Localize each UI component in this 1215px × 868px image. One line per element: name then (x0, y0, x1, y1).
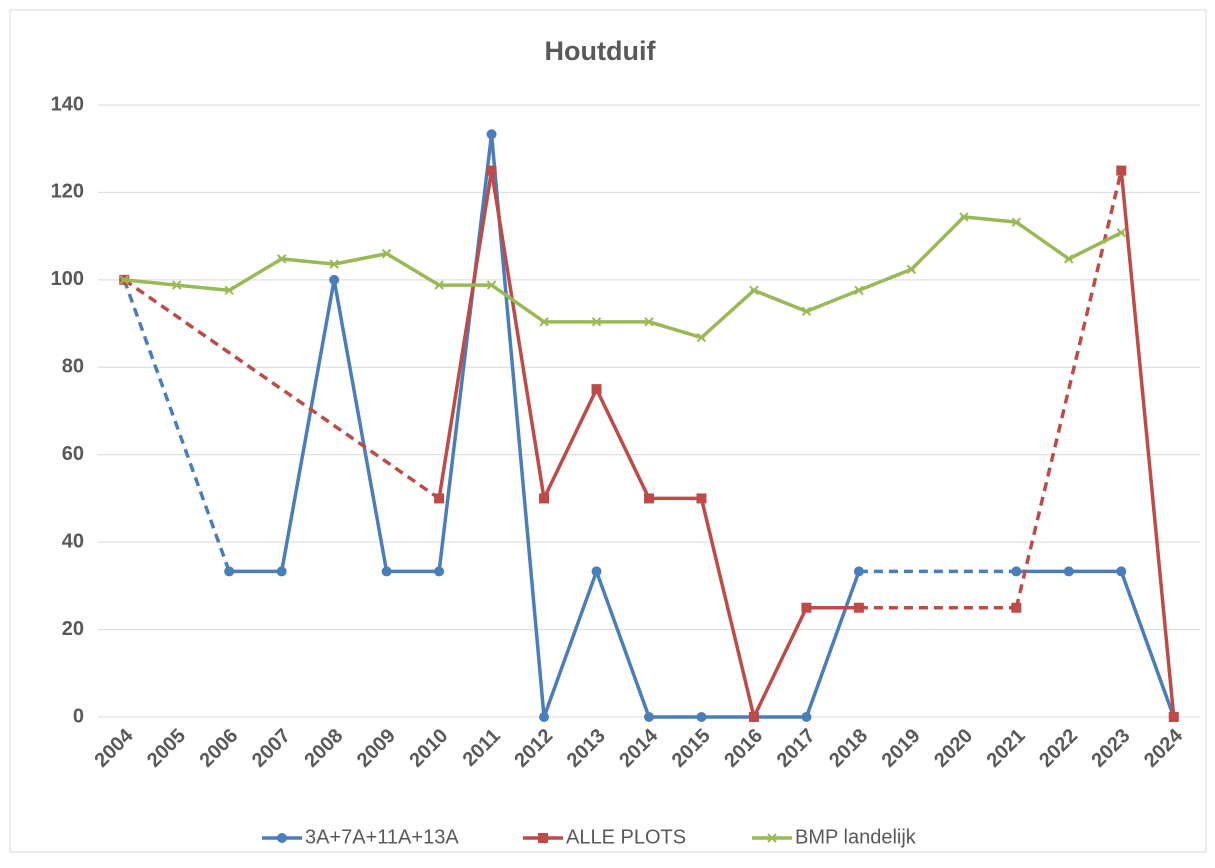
marker (696, 332, 707, 343)
marker (696, 712, 707, 722)
marker (329, 274, 340, 285)
marker (801, 602, 812, 613)
y-tick-label: 80 (62, 356, 84, 378)
marker (276, 254, 287, 264)
marker (329, 259, 339, 269)
marker (381, 566, 392, 577)
marker (539, 317, 549, 327)
marker (539, 712, 550, 722)
marker (959, 212, 969, 222)
marker (749, 285, 759, 296)
marker (1011, 566, 1022, 577)
chart-title: Houtduif (545, 36, 657, 66)
marker (434, 493, 445, 504)
marker (644, 493, 654, 504)
marker (1011, 217, 1022, 227)
y-tick-label: 60 (62, 443, 84, 465)
gap-connector (123, 278, 441, 500)
marker (853, 602, 864, 613)
chart-border (9, 9, 1207, 853)
marker (434, 566, 445, 577)
legend-marker (538, 833, 548, 843)
marker (119, 275, 129, 285)
marker (224, 285, 234, 296)
marker (801, 306, 812, 317)
y-tick-label: 120 (51, 181, 84, 203)
marker (486, 280, 497, 290)
marker (591, 384, 602, 395)
marker (539, 493, 550, 504)
marker (906, 264, 917, 275)
marker (1116, 227, 1126, 238)
marker (591, 566, 602, 577)
y-tick-label: 100 (51, 268, 84, 290)
legend-label: 3A+7A+11A+13A (305, 826, 459, 848)
y-tick-label: 40 (62, 530, 84, 552)
marker (644, 317, 654, 327)
legend-label: BMP landelijk (795, 826, 917, 848)
y-tick-label: 20 (62, 618, 84, 640)
marker (381, 248, 392, 259)
series-line (124, 215, 1123, 340)
marker (434, 280, 444, 290)
marker (696, 493, 707, 504)
legend-label: ALLE PLOTS (566, 826, 686, 848)
marker (172, 280, 182, 290)
marker (1116, 165, 1127, 176)
series-line (1119, 170, 1176, 718)
gap-connector (122, 279, 231, 573)
marker (854, 285, 864, 296)
legend-marker (277, 833, 287, 843)
marker (801, 712, 812, 722)
marker (276, 566, 287, 577)
marker (853, 566, 864, 577)
marker (1064, 254, 1074, 264)
marker (591, 317, 602, 327)
marker (486, 165, 497, 176)
series-line (1016, 569, 1176, 718)
marker (486, 129, 497, 140)
y-tick-label: 0 (73, 705, 84, 727)
marker (1011, 602, 1022, 613)
marker (1168, 712, 1179, 722)
y-tick-label: 140 (51, 93, 84, 115)
legend-marker (767, 833, 777, 843)
marker (224, 566, 235, 577)
marker (1063, 566, 1074, 577)
marker (1116, 566, 1127, 577)
marker (748, 712, 759, 722)
marker (644, 712, 654, 722)
